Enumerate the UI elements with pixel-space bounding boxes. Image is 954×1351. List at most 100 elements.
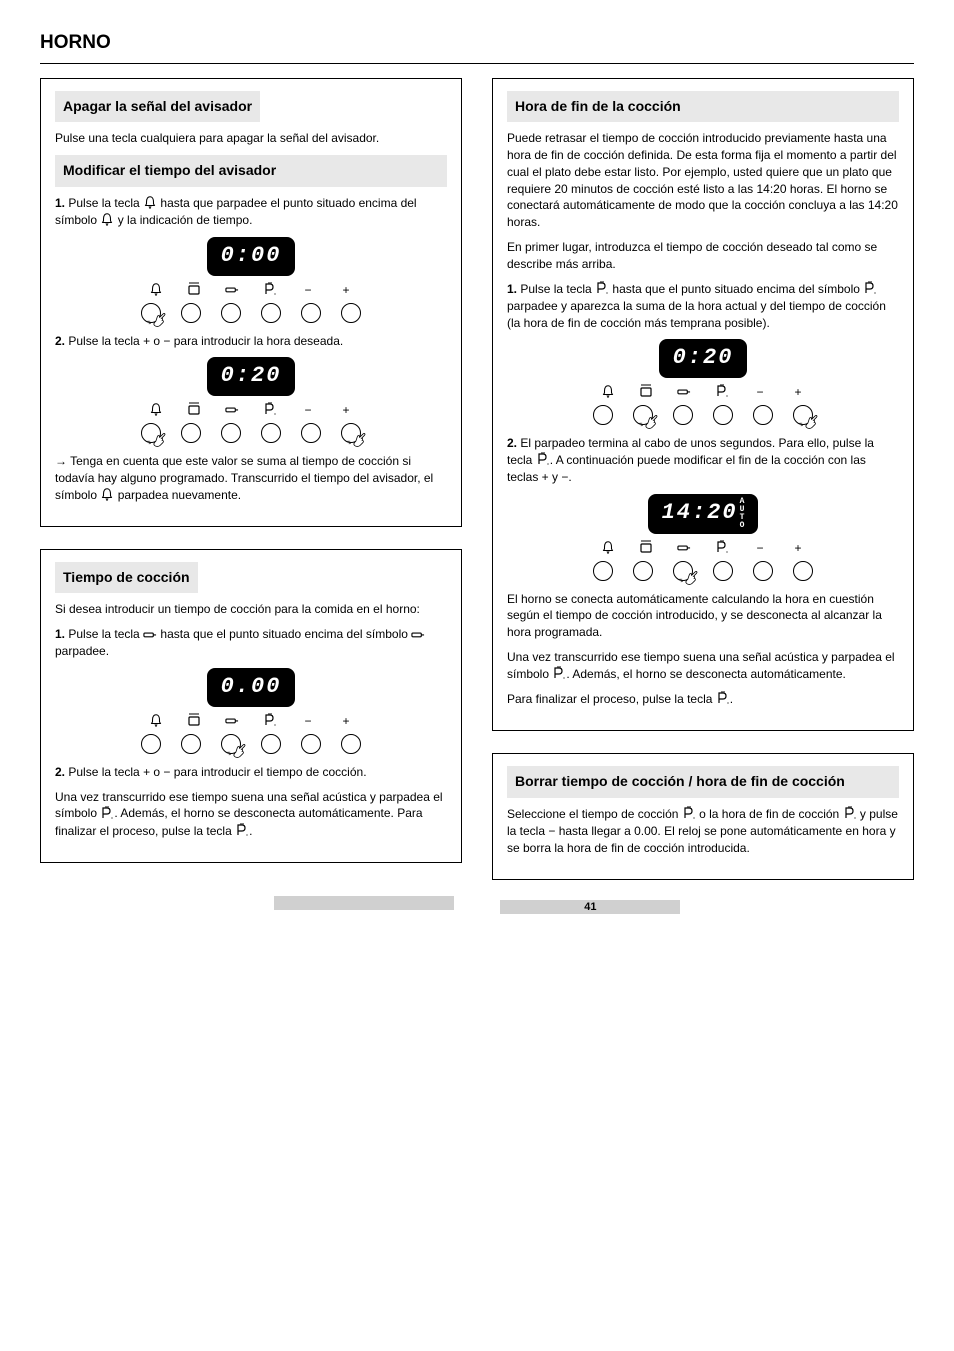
end-icon [100, 806, 114, 823]
pan-icon [143, 627, 157, 644]
pan-icon [224, 713, 240, 730]
plus-icon: + [790, 384, 806, 401]
button-3[interactable] [673, 561, 693, 581]
button-4[interactable] [713, 561, 733, 581]
button-1[interactable] [141, 303, 161, 323]
button-5[interactable] [301, 423, 321, 443]
display: 0:20 [659, 339, 748, 378]
pan-icon [411, 627, 425, 644]
end-icon [552, 666, 566, 683]
button-2[interactable] [181, 734, 201, 754]
button-2[interactable] [181, 423, 201, 443]
control-panel: 0:20 − + [55, 357, 447, 443]
display: 0:00 [207, 237, 296, 276]
button-2[interactable] [633, 561, 653, 581]
footnote-fin-1: Una vez transcurrido ese tiempo suena un… [507, 649, 899, 683]
control-panel: 0.00 − + [55, 668, 447, 754]
button-1[interactable] [593, 561, 613, 581]
end-icon [863, 281, 877, 298]
button-4[interactable] [713, 405, 733, 425]
button-6[interactable] [341, 303, 361, 323]
pan-icon [676, 540, 692, 557]
step-fin-1: 1. Pulse la tecla hasta que el punto sit… [507, 281, 899, 332]
bell-icon [148, 282, 164, 299]
plus-icon: + [338, 402, 354, 419]
end-icon [262, 282, 278, 299]
end-icon [262, 402, 278, 419]
step-avisador-2: 2. Pulse la tecla + o − para introducir … [55, 333, 447, 350]
button-3[interactable] [221, 423, 241, 443]
end-icon [262, 713, 278, 730]
plus-icon: + [790, 540, 806, 557]
text-avisador-off: Pulse una tecla cualquiera para apagar l… [55, 130, 447, 147]
bell-icon [600, 384, 616, 401]
box-avisador: Apagar la señal del avisador Pulse una t… [40, 78, 462, 527]
end-icon [536, 452, 550, 469]
heading-borrar: Borrar tiempo de cocción / hora de fin d… [507, 766, 899, 798]
bell-icon [600, 540, 616, 557]
display: 0.00 [207, 668, 296, 707]
footnote-fin-2: Para finalizar el proceso, pulse la tecl… [507, 691, 899, 708]
box-borrar: Borrar tiempo de cocción / hora de fin d… [492, 753, 914, 879]
oven-timer-icon [638, 384, 654, 401]
step-fin-2: 2. El parpadeo termina al cabo de unos s… [507, 435, 899, 486]
page-title: HORNO [40, 30, 914, 57]
bell-icon [100, 487, 114, 504]
step-duracion-1: 1. Pulse la tecla hasta que el punto sit… [55, 626, 447, 660]
button-3[interactable] [673, 405, 693, 425]
oven-timer-icon [186, 282, 202, 299]
heading-avisador-mod: Modificar el tiempo del avisador [55, 155, 447, 187]
plus-icon: + [338, 713, 354, 730]
footnote-avisador: → Tenga en cuenta que este valor se suma… [55, 453, 447, 504]
footnote-duracion: Una vez transcurrido ese tiempo suena un… [55, 789, 447, 840]
plus-icon: + [338, 282, 354, 299]
end-icon [843, 806, 857, 823]
button-5[interactable] [301, 734, 321, 754]
button-1[interactable] [141, 734, 161, 754]
minus-icon: − [300, 713, 316, 730]
minus-icon: − [752, 384, 768, 401]
display: 14:20AUTO [648, 494, 759, 534]
button-1[interactable] [593, 405, 613, 425]
button-2[interactable] [633, 405, 653, 425]
button-4[interactable] [261, 423, 281, 443]
button-6[interactable] [793, 561, 813, 581]
end-icon [716, 691, 730, 708]
bell-icon [100, 212, 114, 229]
bell-icon [143, 195, 157, 212]
left-column: Apagar la señal del avisador Pulse una t… [40, 78, 462, 880]
button-5[interactable] [301, 303, 321, 323]
oven-timer-icon [638, 540, 654, 557]
oven-timer-icon [186, 402, 202, 419]
end-icon [682, 806, 696, 823]
button-2[interactable] [181, 303, 201, 323]
oven-timer-icon [186, 713, 202, 730]
end-icon [595, 281, 609, 298]
pan-icon [224, 282, 240, 299]
box-fin: Hora de fin de la cocción Puede retrasar… [492, 78, 914, 732]
minus-icon: − [300, 282, 316, 299]
title-divider [40, 63, 914, 64]
right-column: Hora de fin de la cocción Puede retrasar… [492, 78, 914, 880]
control-panel: 0:20 − + [507, 339, 899, 425]
button-4[interactable] [261, 303, 281, 323]
button-6[interactable] [341, 423, 361, 443]
minus-icon: − [300, 402, 316, 419]
page-number-left [274, 896, 454, 910]
button-1[interactable] [141, 423, 161, 443]
button-3[interactable] [221, 303, 241, 323]
button-6[interactable] [341, 734, 361, 754]
button-4[interactable] [261, 734, 281, 754]
button-5[interactable] [753, 405, 773, 425]
end-icon [714, 540, 730, 557]
page-footer: 41 [40, 896, 914, 915]
control-panel: 0:00 − + [55, 237, 447, 323]
text-borrar: Seleccione el tiempo de cocción o la hor… [507, 806, 899, 857]
end-icon [235, 823, 249, 840]
button-6[interactable] [793, 405, 813, 425]
box-duracion: Tiempo de cocción Si desea introducir un… [40, 549, 462, 863]
button-5[interactable] [753, 561, 773, 581]
heading-fin: Hora de fin de la cocción [507, 91, 899, 123]
step-duracion-2: 2. Pulse la tecla + o − para introducir … [55, 764, 447, 781]
button-3[interactable] [221, 734, 241, 754]
